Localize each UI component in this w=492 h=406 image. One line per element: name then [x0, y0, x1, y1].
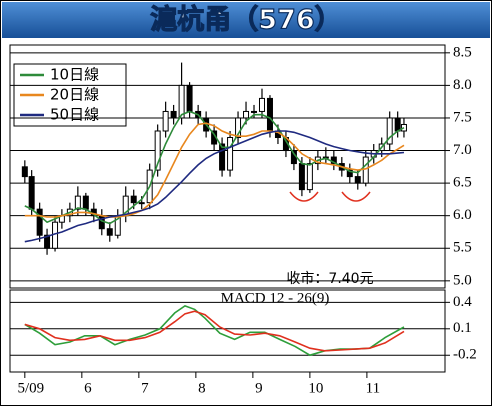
- y-tick-label: 0.1: [453, 320, 472, 336]
- close-annotation: 收市：7.40元: [286, 270, 373, 287]
- y-tick-label: 7.0: [453, 142, 472, 158]
- candle-body: [130, 195, 137, 204]
- x-tick-label: 11: [366, 380, 380, 396]
- candle-body: [82, 195, 89, 210]
- y-tick-label: 5.5: [453, 240, 472, 256]
- candle-body: [354, 176, 361, 184]
- bottom-arc: [341, 191, 371, 202]
- chart-title: 滬杭甬（576）: [150, 4, 341, 36]
- candle-body: [28, 176, 35, 210]
- price-panel: [9, 44, 446, 289]
- candle-body: [138, 202, 145, 205]
- line: [24, 122, 405, 218]
- candle-body: [106, 228, 113, 236]
- candle-body: [219, 143, 226, 171]
- line: [24, 310, 405, 352]
- y-tick-label: 8.5: [453, 44, 472, 60]
- candle-body: [306, 163, 313, 191]
- candle-body: [178, 84, 185, 119]
- bottom-arc: [289, 191, 319, 202]
- candle-body: [36, 208, 43, 236]
- candle-body: [162, 110, 169, 132]
- title-bar: [2, 2, 490, 38]
- x-tick-label: 5/09: [17, 380, 44, 396]
- y-tick-label: 6.5: [453, 175, 472, 191]
- legend-label: 20日線: [50, 86, 99, 104]
- x-tick-label: 9: [255, 380, 263, 396]
- x-tick-label: 8: [198, 380, 206, 396]
- candle-body: [394, 117, 401, 132]
- macd-panel: [9, 289, 446, 373]
- candle-body: [258, 97, 265, 112]
- candle-body: [243, 110, 250, 119]
- x-tick-label: 7: [141, 380, 149, 396]
- candle-body: [154, 130, 161, 171]
- y-tick-label: 7.5: [453, 109, 472, 125]
- y-tick-label: -0.2: [453, 347, 477, 363]
- candle-body: [21, 166, 28, 178]
- y-tick-label: 0.4: [453, 294, 472, 310]
- candle-body: [251, 110, 258, 113]
- legend-label: 10日線: [50, 66, 99, 84]
- candle-body: [170, 110, 177, 119]
- macd-title: MACD 12 - 26(9): [221, 290, 330, 306]
- y-tick-label: 5.0: [453, 272, 472, 288]
- candle-body: [266, 97, 273, 132]
- candle-body: [227, 137, 234, 171]
- candle-body: [386, 117, 393, 145]
- candle-body: [186, 84, 193, 112]
- legend-label: 50日線: [50, 106, 99, 124]
- candle-body: [346, 169, 353, 178]
- candle-body: [235, 117, 242, 139]
- line: [24, 130, 405, 243]
- y-tick-label: 6.0: [453, 207, 472, 223]
- x-tick-label: 6: [84, 380, 92, 396]
- candle-body: [298, 163, 305, 191]
- candle-body: [74, 195, 81, 210]
- y-tick-label: 8.0: [453, 77, 472, 93]
- candle-body: [362, 156, 369, 184]
- candle-body: [44, 234, 51, 249]
- x-tick-label: 10: [308, 380, 323, 396]
